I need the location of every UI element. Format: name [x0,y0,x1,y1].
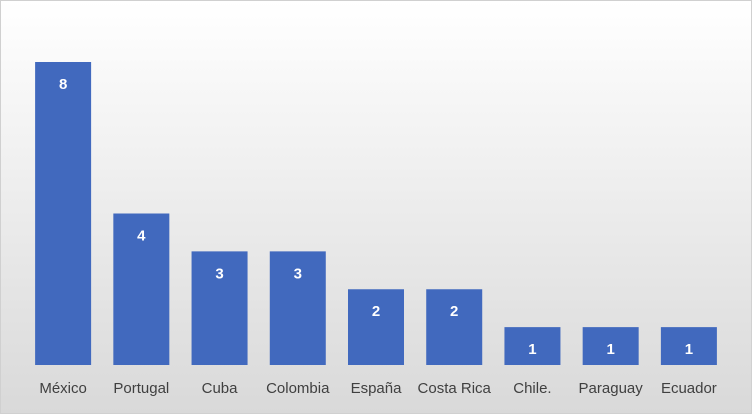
value-label: 3 [215,265,223,282]
x-tick-label: Ecuador [661,380,717,397]
x-tick-label: Portugal [113,380,169,397]
bar [35,62,92,365]
x-tick-label: México [39,380,87,397]
x-tick-label: Chile. [513,380,551,397]
bar [660,327,717,365]
bar [348,289,404,365]
bar [582,327,639,365]
value-label: 1 [685,341,693,358]
x-tick-label: España [351,380,403,397]
value-label: 2 [372,303,380,320]
value-label: 2 [450,303,458,320]
value-label: 4 [137,227,146,244]
value-label: 1 [528,341,536,358]
value-label: 8 [59,76,67,93]
bar [113,213,170,365]
x-tick-label: Cuba [202,380,239,397]
bar [269,251,326,365]
x-tick-label: Colombia [266,380,330,397]
bar [191,251,248,365]
bar [426,289,483,365]
value-label: 3 [294,265,302,282]
value-label: 1 [606,341,614,358]
bar [504,327,561,365]
x-tick-label: Costa Rica [418,380,492,397]
x-tick-label: Paraguay [579,380,644,397]
